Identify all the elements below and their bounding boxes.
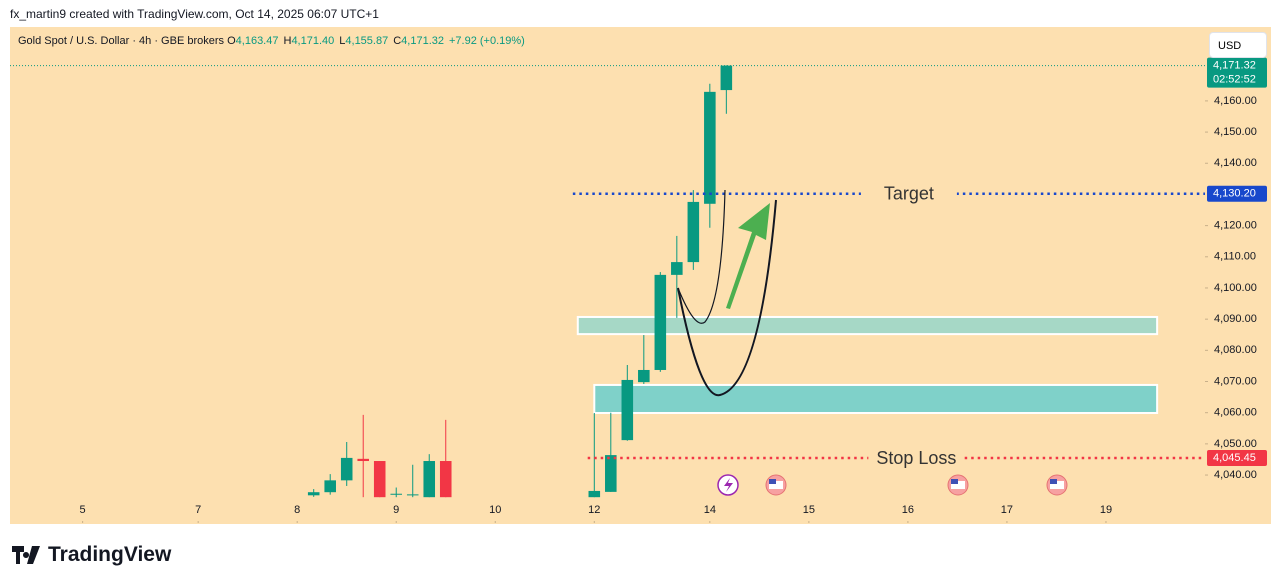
ohlc-key: L — [339, 35, 346, 47]
axes: 4,040.00 4,050.00 4,060.00 4,070.00 4,080.00… — [80, 57, 1267, 523]
candle-body — [357, 458, 369, 462]
y-tick-label: 4,140.00 — [1214, 157, 1257, 169]
candle-body — [671, 262, 683, 275]
candle-body — [373, 461, 386, 498]
candle-body — [704, 91, 716, 204]
zone — [576, 315, 1159, 336]
ohlc-value: 4,171.40 — [291, 35, 335, 47]
x-tick-label: 10 — [489, 504, 501, 516]
candle-body — [654, 274, 667, 370]
candle-body — [605, 455, 617, 492]
ohlc-key: C — [393, 35, 402, 47]
ohlc-value: 4,155.87 — [345, 35, 389, 47]
candle-body — [390, 493, 403, 495]
price-badge — [1207, 185, 1267, 202]
event-icon — [724, 478, 733, 492]
y-tick-label: 4,120.00 — [1214, 220, 1257, 232]
y-tick-label: 4,150.00 — [1214, 126, 1257, 138]
flag-icon — [947, 474, 969, 496]
candle-body — [621, 379, 634, 441]
candle-body — [687, 201, 700, 263]
candle-body — [720, 65, 733, 91]
arrow — [726, 203, 770, 309]
candle-body — [307, 492, 320, 496]
ohlc-key: O — [227, 35, 236, 47]
flag-icon — [765, 474, 787, 496]
brand-name: TradingView — [48, 543, 172, 566]
x-tick-label: 7 — [195, 504, 201, 516]
level-label: Stop Loss — [876, 448, 956, 468]
brand-logo — [12, 546, 40, 564]
y-tick-label: 4,040.00 — [1214, 469, 1257, 481]
y-tick-label: 4,090.00 — [1214, 313, 1257, 325]
candle-body — [340, 457, 353, 481]
y-tick-label: 4,160.00 — [1214, 95, 1257, 107]
candle-body — [588, 490, 601, 498]
x-tick-label: 14 — [704, 504, 716, 516]
price-badge-label: 4,130.20 — [1213, 188, 1256, 200]
x-tick-label: 17 — [1001, 504, 1013, 516]
chart-header: Gold Spot / U.S. Dollar · 4h · GBE broke… — [18, 35, 530, 47]
countdown-label: 02:52:52 — [1213, 74, 1256, 86]
drawing-curve — [677, 189, 726, 324]
y-tick-label: 4,070.00 — [1214, 375, 1257, 387]
x-tick-label: 19 — [1100, 504, 1112, 516]
x-tick-label: 8 — [294, 504, 300, 516]
price-badge — [1207, 57, 1267, 88]
level-label-bg — [860, 183, 957, 204]
credit: fx_martin9 created with TradingView.com,… — [10, 7, 379, 21]
price-badge-label: 4,045.45 — [1213, 452, 1256, 464]
y-tick-label: 4,050.00 — [1214, 438, 1257, 450]
x-tick-label: 16 — [902, 504, 914, 516]
zone — [593, 383, 1159, 415]
x-tick-label: 5 — [80, 504, 86, 516]
chart-background — [10, 27, 1271, 524]
y-tick-label: 4,110.00 — [1214, 251, 1256, 263]
candle-body — [423, 461, 436, 498]
candle-body — [406, 494, 419, 496]
candle-body — [638, 369, 650, 383]
candle-body — [439, 461, 452, 498]
ohlc-key: H — [283, 35, 292, 47]
plot: Target Stop Loss — [10, 65, 1205, 498]
flag-icon — [1046, 474, 1068, 496]
y-tick-label: 4,080.00 — [1214, 344, 1257, 356]
y-tick-label: 4,060.00 — [1214, 407, 1257, 419]
level-label-bg — [868, 448, 965, 469]
y-tick-label: 4,100.00 — [1214, 282, 1257, 294]
ohlc-value: +7.92 (+0.19%) — [449, 35, 525, 47]
candle-body — [324, 480, 336, 493]
x-tick-label: 15 — [803, 504, 815, 516]
symbol: Gold Spot / U.S. Dollar · 4h · GBE broke… — [18, 35, 225, 47]
ohlc-value: 4,163.47 — [235, 35, 279, 47]
drawing-curve — [677, 199, 777, 397]
price-badge-label: 4,171.32 — [1213, 60, 1256, 72]
ohlc-value: 4,171.32 — [401, 35, 444, 47]
level-label: Target — [884, 184, 934, 204]
price-badge — [1207, 450, 1267, 467]
brand: TradingView — [12, 543, 171, 567]
currency-button[interactable]: USD — [1209, 32, 1267, 58]
x-tick-label: 12 — [588, 504, 600, 516]
x-tick-label: 9 — [393, 504, 399, 516]
